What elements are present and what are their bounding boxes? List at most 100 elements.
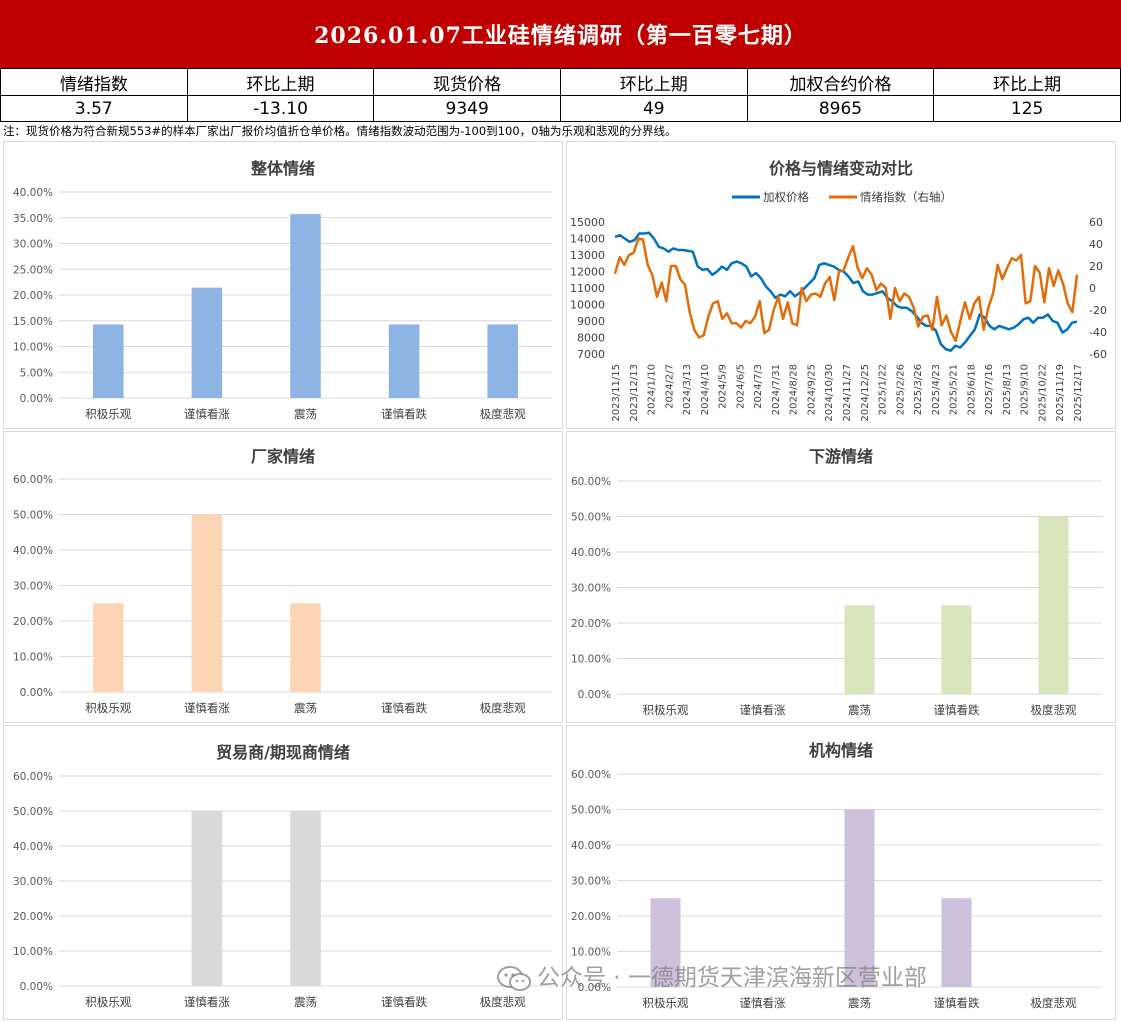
y-tick-label: 20.00% (13, 290, 53, 302)
summary-value: 9349 (373, 95, 561, 122)
y-right-tick-label: 60 (1089, 216, 1103, 229)
x-tick-label: 2025/5/21 (949, 364, 960, 415)
x-tick-label: 2025/11/19 (1055, 364, 1066, 422)
y-tick-label: 60.00% (13, 474, 53, 486)
y-tick-label: 40.00% (13, 545, 53, 557)
x-tick-label: 极度悲观 (1031, 703, 1077, 717)
y-tick-label: 5.00% (20, 367, 53, 379)
y-right-tick-label: -20 (1089, 304, 1107, 317)
x-tick-label: 2025/12/17 (1073, 364, 1084, 422)
x-tick-label: 积极乐观 (85, 407, 131, 421)
wechat-icon (497, 965, 531, 991)
y-tick-label: 20.00% (13, 616, 53, 628)
y-right-tick-label: 0 (1089, 282, 1096, 295)
chart-title: 整体情绪 (250, 159, 315, 178)
y-left-tick-label: 12000 (570, 266, 605, 279)
institution-sentiment-chart: 机构情绪 0.00% 10.00% 20.00% 30.00% 40.00% 50.00%… (566, 725, 1116, 1020)
y-tick-label: 30.00% (13, 239, 53, 251)
y-tick-label: 40.00% (13, 841, 53, 853)
y-tick-label: 40.00% (571, 547, 611, 559)
bar (941, 605, 972, 694)
y-left-tick-label: 10000 (570, 299, 605, 312)
x-tick-label: 2025/9/10 (1020, 364, 1031, 415)
x-tick-label: 极度悲观 (480, 995, 526, 1009)
x-tick-label: 谨慎看跌 (381, 701, 427, 715)
x-tick-label: 谨慎看跌 (934, 703, 980, 717)
y-right-tick-label: -40 (1089, 326, 1107, 339)
x-tick-label: 谨慎看跌 (381, 407, 427, 421)
summary-value: 49 (559, 95, 748, 122)
summary-value: 8965 (746, 95, 935, 122)
bar (388, 324, 420, 398)
series-line (614, 231, 1078, 352)
overall-sentiment-chart: 整体情绪 0.00% 5.00% 10.00% 15.00% 20.00% 25.00% 3… (3, 141, 563, 429)
y-tick-label: 25.00% (13, 264, 53, 276)
y-tick-label: 10.00% (13, 652, 53, 664)
x-tick-label: 震荡 (294, 995, 317, 1009)
watermark-text: 公众号 · 一德期货天津滨海新区营业部 (537, 965, 927, 991)
y-left-tick-label: 8000 (577, 332, 605, 345)
y-left-tick-label: 11000 (570, 282, 605, 295)
x-tick-label: 2024/1/10 (647, 364, 658, 415)
manufacturer-sentiment-chart: 厂家情绪 0.00% 10.00% 20.00% 30.00% 40.00% 50.00%… (3, 431, 563, 723)
bar (844, 605, 875, 694)
bar (93, 603, 124, 692)
x-tick-label: 2025/10/22 (1037, 364, 1048, 422)
x-tick-label: 谨慎看涨 (740, 996, 786, 1010)
y-tick-label: 0.00% (20, 981, 53, 993)
x-tick-label: 2024/7/31 (771, 364, 782, 415)
y-tick-label: 10.00% (13, 946, 53, 958)
y-right-tick-label: 40 (1089, 238, 1103, 251)
x-tick-label: 极度悲观 (1031, 996, 1077, 1010)
bar (1038, 516, 1069, 694)
x-tick-label: 谨慎看跌 (934, 996, 980, 1010)
institution-sentiment-svg: 0.00% 10.00% 20.00% 30.00% 40.00% 50.00% 60.00… (571, 769, 1102, 1010)
x-tick-label: 谨慎看跌 (381, 995, 427, 1009)
y-tick-label: 0.00% (20, 687, 53, 699)
y-tick-label: 0.00% (578, 689, 611, 701)
y-tick-label: 0.00% (578, 982, 611, 994)
x-tick-label: 谨慎看涨 (184, 995, 230, 1009)
y-tick-label: 60.00% (13, 771, 53, 783)
report-title: 2026.01.07工业硅情绪调研（第一百零七期） (0, 0, 1121, 68)
y-tick-label: 60.00% (571, 476, 611, 488)
y-left-tick-label: 9000 (577, 315, 605, 328)
x-tick-label: 极度悲观 (480, 407, 526, 421)
x-tick-label: 谨慎看涨 (184, 701, 230, 715)
x-tick-label: 积极乐观 (643, 996, 689, 1010)
y-tick-label: 15.00% (13, 316, 53, 328)
y-tick-label: 0.00% (20, 393, 53, 405)
x-tick-label: 谨慎看涨 (740, 703, 786, 717)
y-tick-label: 50.00% (571, 512, 611, 524)
x-tick-label: 2024/12/25 (860, 364, 871, 422)
x-tick-label: 2024/4/10 (700, 364, 711, 415)
y-tick-label: 40.00% (13, 187, 53, 199)
y-right-tick-label: 20 (1089, 260, 1103, 273)
x-tick-label: 2023/11/15 (611, 364, 622, 422)
y-left-tick-label: 14000 (570, 233, 605, 246)
bar (650, 898, 681, 987)
y-tick-label: 60.00% (571, 769, 611, 781)
summary-value: -13.10 (186, 95, 375, 122)
bar (191, 811, 223, 986)
x-tick-label: 2024/2/7 (664, 364, 675, 409)
y-tick-label: 20.00% (571, 618, 611, 630)
legend-label: 加权价格 (763, 190, 809, 204)
overall-sentiment-svg: 0.00% 5.00% 10.00% 15.00% 20.00% 25.00% 30.00%… (13, 187, 552, 421)
legend-label: 情绪指数（右轴） (860, 190, 952, 204)
y-left-tick-label: 15000 (570, 216, 605, 229)
x-tick-label: 积极乐观 (85, 995, 131, 1009)
bar (290, 603, 321, 692)
x-tick-label: 2024/9/25 (806, 364, 817, 415)
y-tick-label: 40.00% (571, 840, 611, 852)
summary-header: 环比上期 (559, 68, 748, 96)
x-tick-label: 2024/8/28 (789, 364, 800, 415)
y-left-tick-label: 7000 (577, 348, 605, 361)
x-tick-label: 2025/2/26 (895, 364, 906, 415)
x-tick-label: 震荡 (294, 701, 317, 715)
bar (191, 287, 223, 398)
y-tick-label: 10.00% (13, 342, 53, 354)
trader-sentiment-chart: 贸易商/期现商情绪 0.00% 10.00% 20.00% 30.00% 40.00% 5… (3, 725, 563, 1020)
x-tick-label: 2023/12/13 (629, 364, 640, 422)
x-tick-label: 2024/11/27 (842, 364, 853, 422)
